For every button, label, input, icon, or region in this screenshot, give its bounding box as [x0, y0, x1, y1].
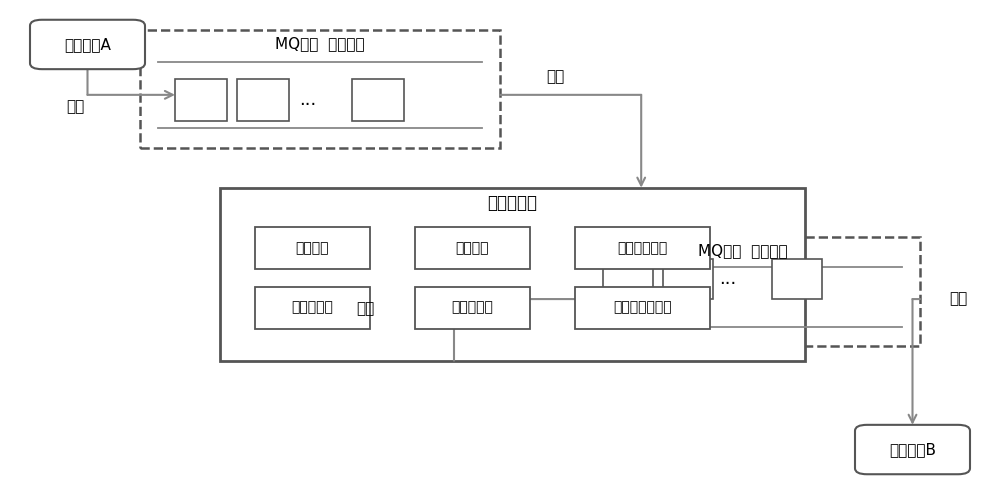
- Text: 事件管理: 事件管理: [456, 241, 489, 255]
- Text: ...: ...: [299, 91, 317, 109]
- FancyBboxPatch shape: [575, 287, 710, 329]
- FancyBboxPatch shape: [415, 287, 530, 329]
- Text: 业务单元管理: 业务单元管理: [617, 241, 668, 255]
- Text: 发布: 发布: [66, 99, 84, 114]
- Text: ...: ...: [719, 270, 737, 288]
- FancyBboxPatch shape: [255, 287, 370, 329]
- Text: 事件流引擎: 事件流引擎: [488, 194, 538, 211]
- Text: 事件流管理: 事件流管理: [292, 300, 333, 315]
- Text: 发布: 发布: [356, 301, 374, 316]
- Text: 命令管理: 命令管理: [296, 241, 329, 255]
- FancyBboxPatch shape: [175, 79, 227, 121]
- FancyBboxPatch shape: [237, 79, 289, 121]
- Text: 事件流实例管理: 事件流实例管理: [613, 300, 672, 315]
- FancyBboxPatch shape: [220, 188, 805, 361]
- FancyBboxPatch shape: [772, 259, 822, 299]
- FancyBboxPatch shape: [255, 227, 370, 269]
- FancyBboxPatch shape: [415, 227, 530, 269]
- FancyBboxPatch shape: [855, 425, 970, 474]
- FancyBboxPatch shape: [140, 30, 500, 148]
- Text: 监听: 监听: [546, 69, 564, 84]
- FancyBboxPatch shape: [30, 20, 145, 69]
- FancyBboxPatch shape: [663, 259, 713, 299]
- FancyBboxPatch shape: [603, 259, 653, 299]
- Text: 事件流流转: 事件流流转: [452, 300, 493, 315]
- Text: 执行单元B: 执行单元B: [889, 442, 936, 457]
- FancyBboxPatch shape: [352, 79, 404, 121]
- Text: 监听: 监听: [949, 291, 967, 306]
- Text: MQ消息  事件队列: MQ消息 事件队列: [275, 36, 365, 51]
- Text: MQ消息  命令队列: MQ消息 命令队列: [698, 244, 787, 258]
- FancyBboxPatch shape: [565, 237, 920, 346]
- FancyBboxPatch shape: [575, 227, 710, 269]
- Text: 执行单元A: 执行单元A: [64, 37, 111, 52]
